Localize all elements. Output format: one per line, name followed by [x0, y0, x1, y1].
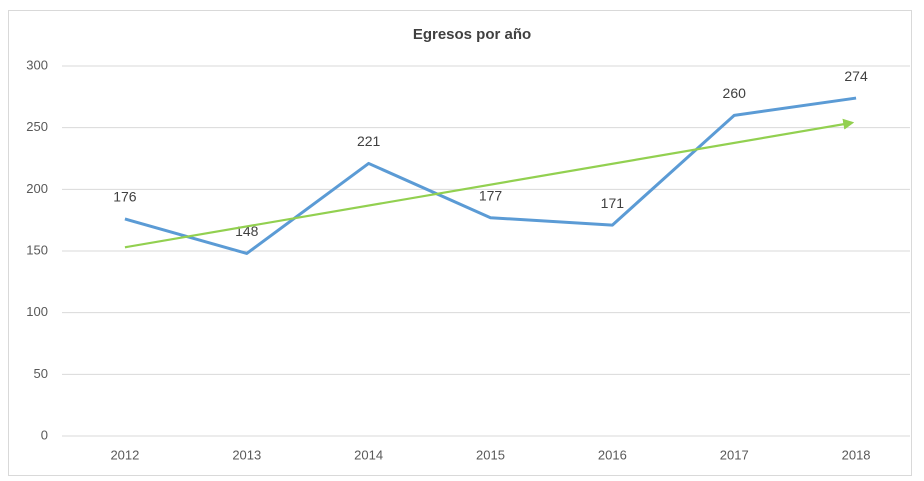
x-tick-label: 2015: [476, 447, 505, 462]
y-tick-label: 250: [26, 119, 48, 134]
x-tick-label: 2018: [842, 447, 871, 462]
data-label: 274: [844, 68, 868, 84]
chart-frame: [8, 10, 912, 476]
x-tick-label: 2014: [354, 447, 383, 462]
data-label: 177: [479, 187, 503, 203]
y-tick-label: 0: [41, 427, 48, 442]
y-tick-label: 200: [26, 181, 48, 196]
y-tick-label: 300: [26, 57, 48, 72]
data-label: 260: [723, 85, 747, 101]
trend-line: [124, 118, 855, 249]
data-label: 171: [601, 195, 625, 211]
x-tick-label: 2013: [232, 447, 261, 462]
chart-title: Egresos por año: [413, 26, 531, 43]
y-tick-label: 50: [34, 366, 48, 381]
data-label: 221: [357, 133, 381, 149]
x-tick-label: 2016: [598, 447, 627, 462]
y-tick-label: 150: [26, 242, 48, 257]
data-line: [124, 96, 857, 255]
x-tick-label: 2017: [720, 447, 749, 462]
x-tick-label: 2012: [110, 447, 139, 462]
y-tick-label: 100: [26, 304, 48, 319]
data-label: 176: [113, 189, 137, 205]
